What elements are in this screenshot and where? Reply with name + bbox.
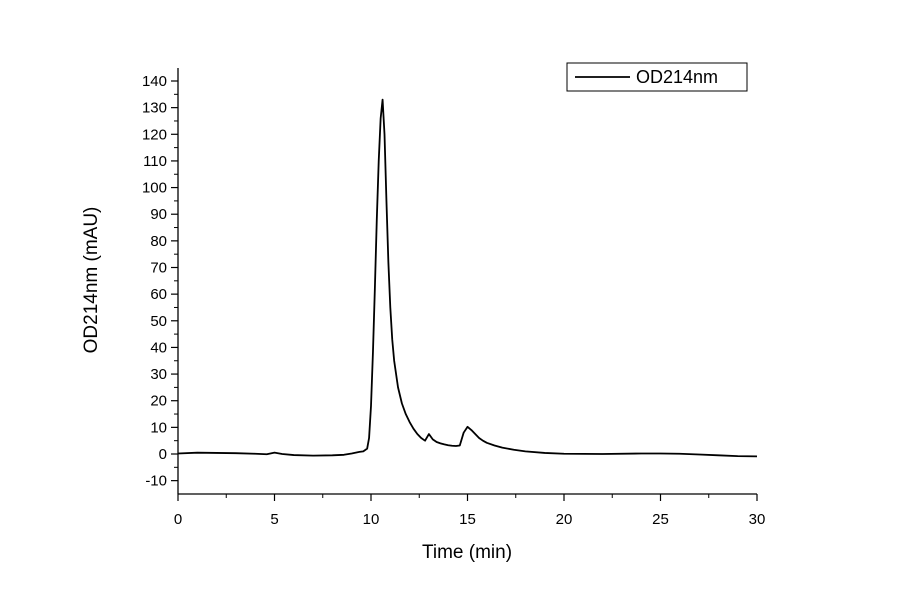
- y-tick-label: -10: [145, 473, 167, 490]
- axes: [177, 68, 757, 495]
- x-tick-label: 15: [459, 511, 476, 528]
- x-tick-label: 30: [749, 511, 766, 528]
- y-tick-label: 50: [150, 313, 167, 330]
- y-tick-label: 60: [150, 286, 167, 303]
- series-line-od214nm: [177, 98, 758, 458]
- y-tick-label: 0: [159, 446, 167, 463]
- x-axis: 0 5 10 15 20 25 30: [174, 494, 766, 528]
- y-tick-label: 110: [143, 153, 167, 170]
- y-tick-label: 20: [150, 393, 167, 410]
- x-tick-label: 10: [363, 511, 380, 528]
- y-tick-label: 100: [142, 180, 167, 197]
- y-tick-label: 40: [150, 339, 167, 356]
- x-axis-title: Time (min): [422, 542, 512, 563]
- x-tick-label: 20: [556, 511, 573, 528]
- y-tick-label: 80: [150, 233, 167, 250]
- y-tick-label: 70: [150, 260, 167, 277]
- legend: OD214nm: [566, 62, 748, 92]
- x-tick-label: 25: [652, 511, 669, 528]
- x-tick-label: 5: [270, 511, 278, 528]
- y-tick-label: 90: [150, 206, 167, 223]
- y-tick-label: 130: [142, 100, 167, 117]
- y-axis: -10 0 10 20 30 40 50 60 70 80 90 100 110 120 130 140: [142, 73, 178, 490]
- y-tick-label: 140: [142, 73, 167, 90]
- y-tick-label: 30: [150, 366, 167, 383]
- y-axis-title: OD214nm (mAU): [81, 207, 102, 354]
- x-tick-label: 0: [174, 511, 182, 528]
- legend-label: OD214nm: [636, 67, 718, 87]
- y-tick-label: 10: [150, 419, 167, 436]
- y-tick-label: 120: [142, 126, 167, 143]
